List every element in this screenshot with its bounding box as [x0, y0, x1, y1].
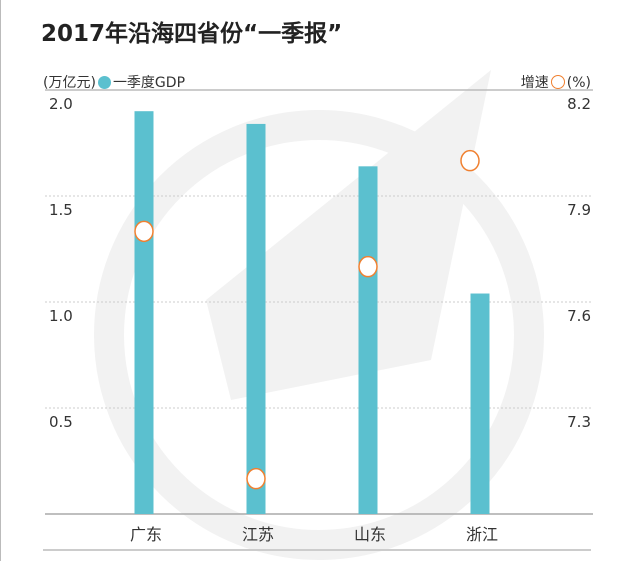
category-label: 广东 — [130, 525, 162, 544]
left-tick-label: 0.5 — [49, 413, 73, 431]
bar-广东 — [134, 111, 154, 514]
category-label: 山东 — [354, 525, 386, 544]
legend-left: (万亿元) 一季度GDP — [43, 72, 185, 92]
right-tick-label: 7.9 — [567, 201, 591, 219]
bar-浙江 — [470, 293, 490, 514]
left-tick-label: 1.5 — [49, 201, 73, 219]
left-axis-unit: (万亿元) — [43, 75, 96, 91]
bar-山东 — [358, 166, 378, 514]
legend-marker-circle-icon — [550, 75, 565, 89]
watermark-logo — [94, 70, 544, 560]
growth-marker-山东 — [358, 255, 378, 278]
legend-bar-label: 一季度GDP — [112, 75, 186, 91]
category-label: 浙江 — [466, 525, 498, 544]
legend-marker-label: 增速 — [520, 75, 549, 91]
category-label: 江苏 — [242, 525, 274, 544]
bar-江苏 — [246, 123, 266, 515]
right-axis-unit: (%) — [566, 75, 591, 91]
right-tick-label: 7.6 — [567, 307, 591, 325]
growth-marker-江苏 — [246, 467, 266, 490]
left-tick-label: 1.0 — [49, 307, 73, 325]
legend-bar-swatch-icon — [97, 76, 111, 89]
left-tick-label: 2.0 — [49, 95, 73, 113]
legend-right: 增速 (%) — [521, 72, 591, 92]
growth-marker-浙江 — [460, 149, 480, 172]
right-tick-label: 7.3 — [567, 413, 591, 431]
chart-title: 2017年沿海四省份“一季报” — [41, 21, 343, 47]
growth-marker-广东 — [134, 220, 154, 243]
right-tick-label: 8.2 — [567, 95, 591, 113]
